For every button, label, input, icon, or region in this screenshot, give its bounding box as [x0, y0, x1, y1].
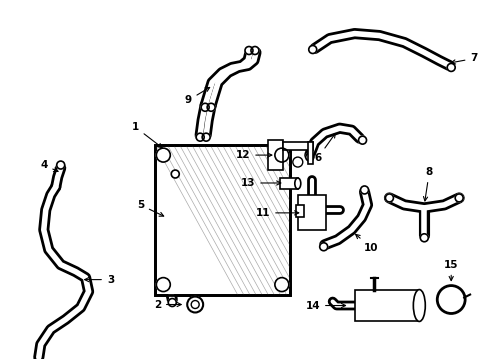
Text: 6: 6: [313, 134, 335, 163]
Circle shape: [191, 301, 199, 309]
Circle shape: [201, 103, 209, 111]
Circle shape: [420, 234, 427, 242]
Text: 3: 3: [84, 275, 114, 285]
Text: 9: 9: [184, 87, 209, 105]
Text: 12: 12: [235, 150, 271, 160]
Bar: [279, 178, 297, 189]
Circle shape: [156, 148, 170, 162]
Circle shape: [187, 297, 203, 312]
Bar: [295, 205, 303, 217]
Text: 7: 7: [450, 54, 477, 64]
Ellipse shape: [412, 289, 425, 321]
Bar: [267, 140, 282, 170]
Circle shape: [454, 194, 462, 202]
Bar: [282, 142, 312, 150]
Text: 10: 10: [355, 234, 378, 253]
Text: 5: 5: [137, 200, 163, 216]
Circle shape: [358, 136, 366, 144]
Circle shape: [196, 133, 203, 141]
Circle shape: [207, 103, 215, 111]
Text: 8: 8: [423, 167, 432, 201]
Circle shape: [385, 194, 393, 202]
Circle shape: [292, 157, 302, 167]
Bar: [155, 145, 289, 294]
Circle shape: [360, 186, 368, 194]
Circle shape: [250, 46, 259, 54]
Ellipse shape: [294, 178, 300, 189]
Circle shape: [274, 148, 288, 162]
Circle shape: [156, 278, 170, 292]
Circle shape: [171, 170, 179, 178]
Circle shape: [319, 243, 327, 251]
Circle shape: [244, 46, 252, 54]
Text: 15: 15: [443, 260, 458, 280]
Circle shape: [436, 285, 464, 314]
Text: 11: 11: [255, 208, 298, 218]
Bar: [297, 195, 325, 230]
Circle shape: [447, 63, 454, 71]
Bar: [155, 145, 289, 294]
Circle shape: [168, 298, 176, 306]
Text: 1: 1: [132, 122, 162, 148]
Text: 4: 4: [40, 160, 58, 172]
Bar: [307, 142, 312, 164]
Circle shape: [308, 45, 316, 54]
Circle shape: [57, 161, 64, 169]
Text: 14: 14: [305, 301, 345, 311]
Bar: [354, 289, 419, 321]
Text: 2: 2: [153, 300, 181, 310]
Circle shape: [305, 153, 313, 161]
Circle shape: [202, 133, 210, 141]
Text: 13: 13: [240, 178, 280, 188]
Circle shape: [274, 278, 288, 292]
